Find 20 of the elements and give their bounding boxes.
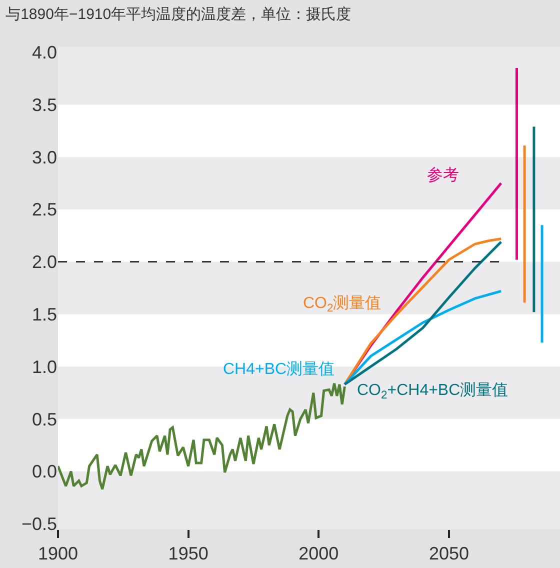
x-tick-label: 2050 <box>428 544 469 564</box>
y-tick-label: 0.0 <box>32 462 57 482</box>
line-series <box>58 382 346 490</box>
y-tick-label: 3.5 <box>32 94 57 115</box>
y-tick-label: 0.5 <box>32 409 57 430</box>
series-label: 参考 <box>427 166 459 184</box>
series-label: CO$_{2}$测量值 <box>303 295 382 314</box>
series-label: CO$_{2}$+CH4+BC测量值 <box>357 382 508 402</box>
series-label: CH4+BC测量值 <box>223 361 335 378</box>
y-tick-label: −0.5 <box>21 514 57 534</box>
y-tick-label: 2.5 <box>32 200 57 220</box>
y-tick-label: 1.0 <box>32 356 57 377</box>
x-tick-label: 1900 <box>38 544 78 564</box>
y-tick-label: 2.0 <box>32 252 57 272</box>
y-tick-label: 1.5 <box>32 304 57 324</box>
y-tick-label: 3.0 <box>32 147 57 168</box>
y-tick-label: 4.0 <box>32 42 57 63</box>
x-tick-label: 1950 <box>168 544 208 564</box>
chart-title: 与1890年−1910年平均温度的温度差，单位：摄氏度 <box>6 6 352 24</box>
x-tick-label: 2000 <box>298 544 339 564</box>
